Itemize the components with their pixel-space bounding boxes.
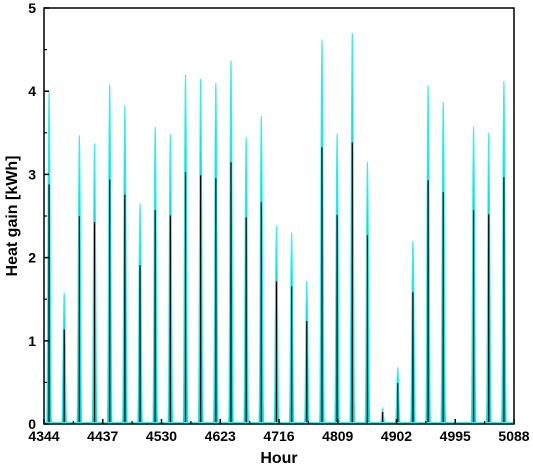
x-tick-label: 4902 [381, 428, 412, 444]
y-tick-label: 4 [28, 83, 36, 99]
x-tick-label: 4623 [205, 428, 236, 444]
y-axis-title: Heat gain [kWh] [4, 156, 21, 277]
y-tick-label: 0 [28, 416, 36, 432]
x-axis-ticks: 4344 4437 4530 4623 4716 4809 4902 4995 5088 [28, 419, 530, 444]
y-tick-label: 2 [28, 250, 36, 266]
y-axis-ticks: 0 1 2 3 4 5 [28, 0, 49, 432]
y-tick-label: 1 [28, 333, 36, 349]
y-tick-label: 3 [28, 166, 36, 182]
x-tick-label: 4344 [28, 428, 59, 444]
x-tick-label: 4437 [87, 428, 118, 444]
x-tick-label: 4995 [440, 428, 471, 444]
x-axis-title: Hour [260, 450, 297, 467]
y-tick-label: 5 [28, 0, 36, 16]
daily-peak-spike [516, 41, 522, 424]
x-tick-label: 4809 [322, 428, 353, 444]
x-tick-label: 4530 [146, 428, 177, 444]
x-tick-label: 4716 [263, 428, 294, 444]
x-tick-label: 5088 [498, 428, 529, 444]
heat-gain-series [44, 32, 522, 424]
